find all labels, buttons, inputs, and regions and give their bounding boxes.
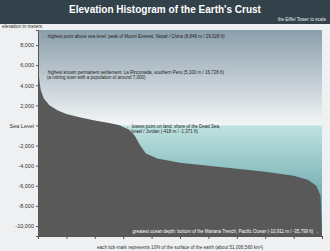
annotations: ← highest point above sea level: peak of… xyxy=(42,34,319,234)
y-tick: 6,000 xyxy=(20,62,38,68)
x-tick-mark xyxy=(152,236,153,239)
x-tick xyxy=(180,236,181,239)
y-tick-label: -10,000 xyxy=(15,223,34,229)
y-tick-label: -4,000 xyxy=(18,163,34,169)
y-tick-label: 4,000 xyxy=(20,83,34,89)
x-tick-mark xyxy=(95,236,96,239)
annotation: greatest ocean depth: bottom of the Mari… xyxy=(132,229,319,234)
y-tick-mark xyxy=(36,226,38,227)
x-tick xyxy=(38,236,39,239)
y-tick-label: -8,000 xyxy=(18,203,34,209)
y-tick-label: -2,000 xyxy=(18,143,34,149)
x-tick xyxy=(294,236,295,239)
x-tick xyxy=(66,236,67,239)
x-tick xyxy=(322,236,323,239)
title-band xyxy=(0,0,330,24)
y-tick: -10,000 xyxy=(15,223,38,229)
chart: Elevation Histogram of the Earth's Crust… xyxy=(0,0,330,251)
y-tick-label: 6,000 xyxy=(20,62,34,68)
annotation: ← highest point above sea level: peak of… xyxy=(42,34,225,39)
y-tick-mark xyxy=(36,105,38,106)
y-tick: -4,000 xyxy=(18,163,38,169)
y-tick: 2,000 xyxy=(20,103,38,109)
x-axis-title: each tick-mark represents 10% of the sur… xyxy=(97,245,263,250)
y-tick: -2,000 xyxy=(18,143,38,149)
x-tick-mark xyxy=(322,236,323,239)
x-tick-mark xyxy=(66,236,67,239)
x-tick-mark xyxy=(123,236,124,239)
x-tick-mark xyxy=(38,236,39,239)
annotation: (a mining town with a population of arou… xyxy=(47,75,146,80)
x-tick xyxy=(208,236,209,239)
y-tick-label: 2,000 xyxy=(20,103,34,109)
annotation: Israel / Jordan (-418 m / -1,371 ft) xyxy=(131,129,199,134)
x-axis xyxy=(39,236,323,239)
x-axis-line xyxy=(39,237,323,240)
x-tick xyxy=(237,236,238,239)
y-tick-mark xyxy=(36,186,38,187)
y-tick-mark xyxy=(36,65,38,66)
x-tick-mark xyxy=(294,236,295,239)
crust-area xyxy=(38,37,322,236)
y-axis-line xyxy=(36,31,39,237)
y-tick: -8,000 xyxy=(18,203,38,209)
y-tick: 4,000 xyxy=(20,83,38,89)
y-tick-label: Sea Level xyxy=(10,123,34,129)
x-tick-mark xyxy=(265,236,266,239)
background xyxy=(0,0,330,251)
title: Elevation Histogram of the Earth's Crust xyxy=(69,4,262,15)
y-tick: Sea Level xyxy=(10,123,38,129)
y-axis-title: elevation in meters xyxy=(2,24,43,29)
y-tick-mark xyxy=(36,45,38,46)
y-tick-label: -6,000 xyxy=(18,183,34,189)
sky xyxy=(38,30,322,125)
y-tick-mark xyxy=(36,85,38,86)
y-tick-mark xyxy=(36,125,38,126)
x-tick xyxy=(123,236,124,239)
x-tick xyxy=(95,236,96,239)
y-tick: -6,000 xyxy=(18,183,38,189)
y-tick-label: 8,000 xyxy=(20,42,34,48)
y-tick-mark xyxy=(36,206,38,207)
y-axis: 8,000 6,000 4,000 2,000 Sea Level -2,000 -4,00… xyxy=(10,31,39,237)
y-tick-mark xyxy=(36,166,38,167)
subtitle: the Eiffel Tower to scale xyxy=(278,17,327,22)
y-tick: 8,000 xyxy=(20,42,38,48)
y-tick-mark xyxy=(36,146,38,147)
plot-area xyxy=(38,30,322,236)
x-tick xyxy=(265,236,266,239)
x-tick-mark xyxy=(237,236,238,239)
x-tick xyxy=(152,236,153,239)
x-tick-mark xyxy=(180,236,181,239)
x-tick-mark xyxy=(208,236,209,239)
